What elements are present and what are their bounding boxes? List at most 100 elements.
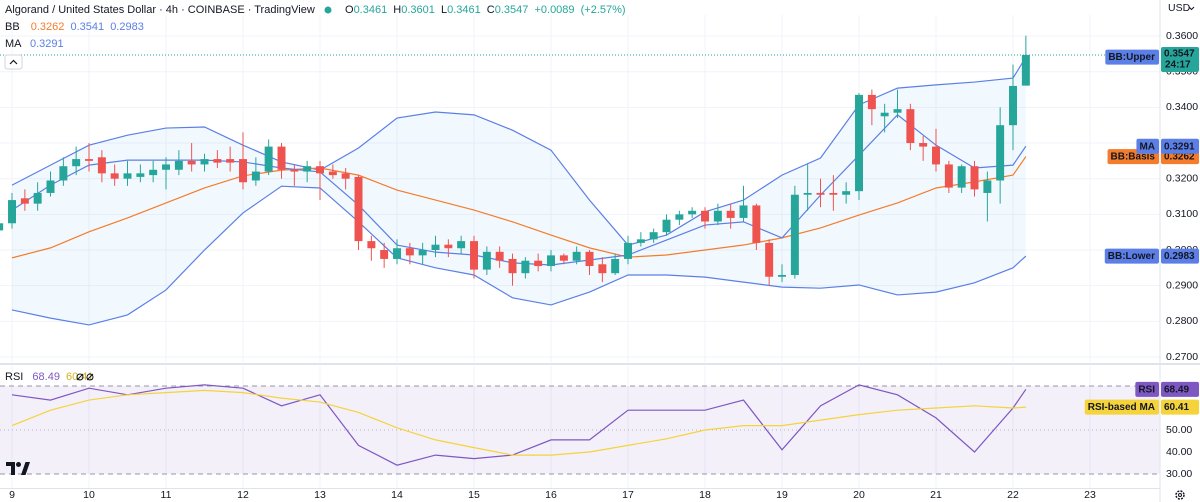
ohlc-change: +0.0089 <box>534 4 574 16</box>
candle-body <box>957 166 966 188</box>
y-tick-label: 0.3200 <box>1166 172 1198 184</box>
gear-outer[interactable] <box>1175 490 1185 500</box>
candle-body <box>20 198 29 204</box>
candle-body <box>46 180 55 193</box>
candle-body <box>624 242 632 259</box>
candle-body <box>726 210 735 218</box>
candle-body <box>200 159 209 165</box>
x-tick-label: 10 <box>83 489 95 501</box>
candle-body <box>328 171 337 176</box>
badge-label-group: MA <box>1136 138 1159 154</box>
candle-body <box>867 94 876 110</box>
candle-body <box>919 143 928 147</box>
candle-body <box>572 251 581 261</box>
candle-body <box>213 159 222 163</box>
badge-label-group: RSI-based MA <box>1084 399 1159 415</box>
logo-part <box>6 462 15 475</box>
x-tick-label: 11 <box>161 489 172 501</box>
y-tick-label: 0.3600 <box>1166 30 1198 42</box>
collapse-button-box[interactable] <box>4 54 23 70</box>
badge-label: RSI <box>1138 384 1155 395</box>
x-tick-label: 23 <box>1084 489 1096 501</box>
rsi-visibility-icons[interactable] <box>76 373 94 381</box>
rsi-pane <box>0 384 1160 475</box>
y-tick-label: 0.2900 <box>1166 279 1198 291</box>
candle-body <box>1009 85 1017 126</box>
candle-body <box>662 219 671 233</box>
badge-label-box <box>1105 49 1159 65</box>
candle-body <box>765 242 774 277</box>
rsi-line <box>11 384 1027 466</box>
icon-slash <box>86 373 94 381</box>
currency-label[interactable]: USD <box>1168 2 1191 14</box>
ohlc-label: L <box>441 4 447 16</box>
candle-body <box>1021 54 1030 86</box>
candle-body <box>470 241 478 270</box>
icon-slash <box>76 373 84 381</box>
candle-body <box>97 157 106 174</box>
x-tick-label: 12 <box>237 489 249 501</box>
candle-body <box>354 176 363 242</box>
candle-body <box>932 146 940 165</box>
x-tick-label: 20 <box>853 489 865 501</box>
x-tick-label: 19 <box>776 489 788 501</box>
candle-body <box>431 244 440 251</box>
logo-part <box>21 462 30 475</box>
x-tick-label: 18 <box>699 489 711 501</box>
icon[interactable] <box>86 373 94 381</box>
currency-chevron[interactable] <box>1188 6 1195 11</box>
icon[interactable] <box>76 373 84 381</box>
candle-body <box>457 241 466 249</box>
candle-body <box>611 258 620 274</box>
logo-part <box>16 462 21 467</box>
price-badge-value: 68.49 <box>1164 384 1189 395</box>
candle-body <box>123 173 132 179</box>
candle-body <box>636 239 645 243</box>
tradingview-logo[interactable] <box>6 462 30 475</box>
candle-body <box>880 112 889 117</box>
candle-body <box>983 180 992 193</box>
price-badge-value: 0.3262 <box>1164 152 1195 163</box>
collapse-chevron <box>9 59 18 65</box>
candle-body <box>816 192 825 195</box>
price-badge <box>1161 381 1199 397</box>
candle-body <box>251 171 260 181</box>
candle-body <box>380 250 389 259</box>
price-badges: 0.3541BB:Upper0.3262BB:Basis0.2983BB:Low… <box>1084 46 1199 415</box>
candle-body <box>495 251 504 261</box>
bb-lower-value: 0.2983 <box>110 21 144 33</box>
bar-countdown: 24:17 <box>1165 60 1191 71</box>
candle-body <box>418 250 427 256</box>
ohlc-value: 0.3547 <box>495 4 529 16</box>
rsi-value: 68.49 <box>32 371 60 383</box>
candle-body <box>393 248 401 259</box>
badge-label-group: BB:Upper <box>1105 49 1159 65</box>
candle-body <box>790 194 799 275</box>
candle-body <box>277 146 286 170</box>
indicator-line <box>11 156 1027 259</box>
ohlc-legend: O0.3461 H0.3601 L0.3461 C0.3547 +0.0089 … <box>345 4 626 16</box>
gear-inner <box>1178 493 1182 497</box>
axes: 9 10 11 12 13 14 15 16 17 18 19 20 21 22 23 0.2700 0.280… <box>9 30 1198 501</box>
candle-body <box>534 260 543 267</box>
settings-gear[interactable] <box>1175 490 1185 500</box>
candle-body <box>944 164 953 188</box>
indicator-line <box>11 114 1027 266</box>
ohlc-label: O <box>345 4 354 16</box>
y-tick-label: 0.3400 <box>1166 101 1198 113</box>
candle-body <box>226 159 235 163</box>
collapse-legend-button[interactable] <box>4 54 23 70</box>
ohlc-change-pct: (+2.57%) <box>581 4 626 16</box>
x-tick-label: 14 <box>391 489 403 501</box>
y-tick-label: 0.3100 <box>1166 208 1198 220</box>
candle-body <box>367 241 376 249</box>
candle-body <box>893 109 902 113</box>
candle-body <box>906 109 915 144</box>
candle-body <box>174 160 183 170</box>
ohlc-value: 0.3461 <box>354 4 388 16</box>
badge-label: BB:Basis <box>1111 152 1156 163</box>
y-tick-label: 30.00 <box>1166 468 1192 480</box>
candle-body <box>829 192 838 195</box>
x-tick-label: 13 <box>314 489 326 501</box>
candle-body <box>739 205 748 218</box>
